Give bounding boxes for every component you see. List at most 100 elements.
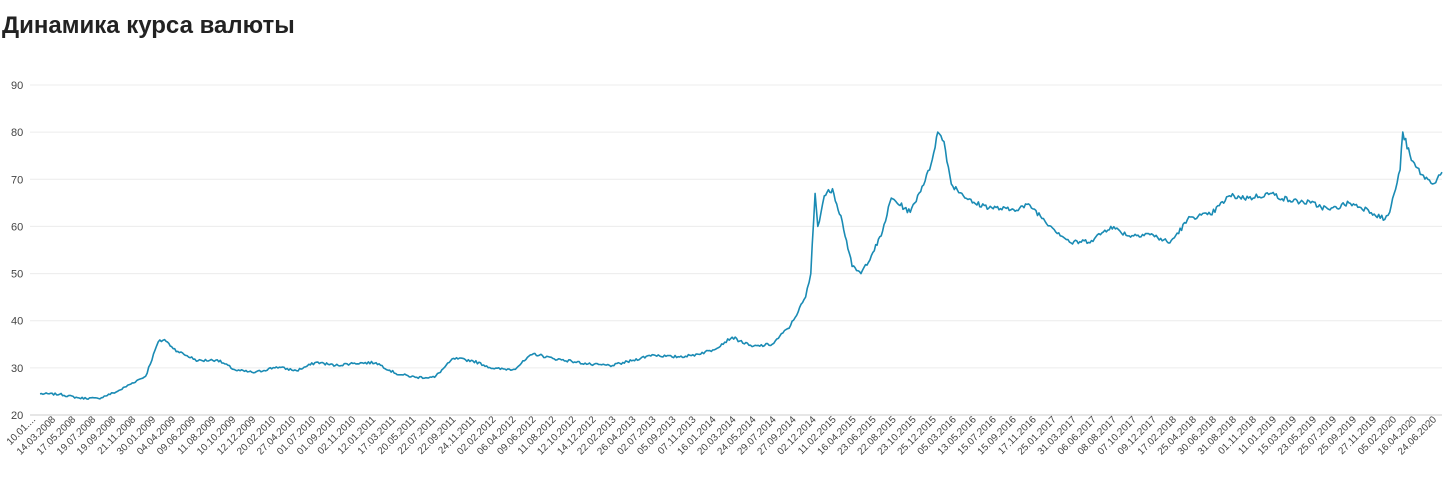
data-point xyxy=(1229,195,1231,197)
series-group xyxy=(39,131,1443,400)
data-point xyxy=(1410,159,1412,161)
gridlines xyxy=(30,84,1442,416)
y-axis: 20 30 40 50 60 70 80 90 xyxy=(11,80,23,422)
data-point xyxy=(136,380,138,382)
data-point xyxy=(712,349,714,351)
data-point xyxy=(1389,211,1391,213)
data-point xyxy=(1029,204,1031,206)
data-point xyxy=(1384,218,1386,220)
data-point xyxy=(1091,240,1093,242)
data-point xyxy=(315,361,317,363)
data-point xyxy=(78,397,80,399)
data-point xyxy=(991,207,993,209)
data-point xyxy=(872,251,874,253)
data-point xyxy=(671,356,673,358)
data-point xyxy=(1329,209,1331,211)
data-point xyxy=(1189,216,1191,218)
data-point xyxy=(1210,214,1212,216)
data-point xyxy=(751,346,753,348)
data-point xyxy=(275,366,277,368)
data-point xyxy=(1310,202,1312,204)
data-point xyxy=(434,376,436,378)
y-tick-label: 20 xyxy=(11,410,23,422)
data-point xyxy=(971,202,973,204)
y-tick-label: 90 xyxy=(11,80,23,92)
data-point xyxy=(841,221,843,223)
data-point xyxy=(375,362,377,364)
data-point xyxy=(1402,131,1404,133)
y-tick-label: 40 xyxy=(11,316,23,328)
data-point xyxy=(414,376,416,378)
data-point xyxy=(909,211,911,213)
data-point xyxy=(1432,183,1434,185)
data-point xyxy=(296,370,298,372)
data-point xyxy=(157,341,159,343)
data-point xyxy=(590,364,592,366)
y-tick-label: 60 xyxy=(11,221,23,233)
data-point xyxy=(817,225,819,227)
data-point xyxy=(39,393,41,395)
data-point xyxy=(950,183,952,185)
data-point xyxy=(890,197,892,199)
data-point xyxy=(731,336,733,338)
data-point xyxy=(929,169,931,171)
data-point xyxy=(814,192,816,194)
data-point xyxy=(1399,169,1401,171)
data-point xyxy=(690,355,692,357)
data-point xyxy=(810,273,812,275)
data-point xyxy=(1421,174,1423,176)
y-tick-label: 80 xyxy=(11,127,23,139)
data-point xyxy=(1070,242,1072,244)
chart-title: Динамика курса валюты xyxy=(2,12,295,39)
data-point xyxy=(1441,171,1443,173)
data-point xyxy=(937,131,939,133)
data-point xyxy=(611,365,613,367)
data-point xyxy=(631,360,633,362)
data-point xyxy=(235,369,237,371)
data-point xyxy=(1010,209,1012,211)
data-point xyxy=(1050,225,1052,227)
data-point xyxy=(790,324,792,326)
data-point xyxy=(171,346,173,348)
series-line xyxy=(39,131,1443,400)
data-point xyxy=(651,354,653,356)
data-point xyxy=(880,235,882,237)
data-point xyxy=(1169,242,1171,244)
data-point xyxy=(805,296,807,298)
data-point xyxy=(1269,192,1271,194)
data-point xyxy=(395,373,397,375)
data-point xyxy=(860,273,862,275)
data-point xyxy=(533,353,535,355)
data-point xyxy=(832,188,834,190)
data-point xyxy=(571,360,573,362)
data-point xyxy=(453,357,455,359)
data-point xyxy=(254,372,256,374)
data-point xyxy=(164,339,166,341)
x-axis: 10.01....14.03.200817.05.200819.07.20081… xyxy=(5,414,1440,457)
data-point xyxy=(472,360,474,362)
data-point xyxy=(1289,200,1291,202)
data-point xyxy=(1128,235,1130,237)
data-point xyxy=(851,266,853,268)
data-point xyxy=(116,390,118,392)
data-point xyxy=(552,357,554,359)
data-point xyxy=(334,365,336,367)
data-point xyxy=(216,359,218,361)
data-point xyxy=(823,195,825,197)
data-point xyxy=(1367,209,1369,211)
data-point xyxy=(353,362,355,364)
data-point xyxy=(1348,202,1350,204)
data-point xyxy=(177,350,179,352)
y-tick-label: 50 xyxy=(11,269,23,281)
data-point xyxy=(943,141,945,143)
data-point xyxy=(771,343,773,345)
data-point xyxy=(59,393,61,395)
data-point xyxy=(98,398,100,400)
data-point xyxy=(1248,197,1250,199)
data-point xyxy=(197,360,199,362)
y-tick-label: 70 xyxy=(11,174,23,186)
data-point xyxy=(145,375,147,377)
data-point xyxy=(1147,233,1149,235)
data-point xyxy=(1110,225,1112,227)
